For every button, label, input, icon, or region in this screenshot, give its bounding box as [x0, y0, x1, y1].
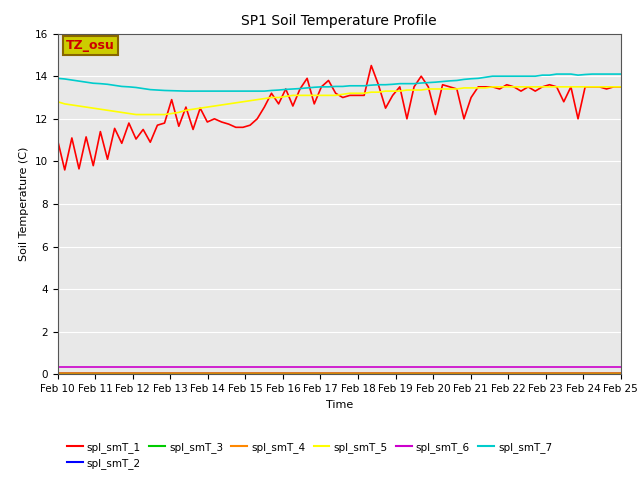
X-axis label: Time: Time — [326, 400, 353, 409]
Legend: spl_smT_1, spl_smT_2, spl_smT_3, spl_smT_4, spl_smT_5, spl_smT_6, spl_smT_7: spl_smT_1, spl_smT_2, spl_smT_3, spl_smT… — [63, 438, 556, 473]
Y-axis label: Soil Temperature (C): Soil Temperature (C) — [19, 147, 29, 261]
Title: SP1 Soil Temperature Profile: SP1 Soil Temperature Profile — [241, 14, 437, 28]
Text: TZ_osu: TZ_osu — [66, 39, 115, 52]
